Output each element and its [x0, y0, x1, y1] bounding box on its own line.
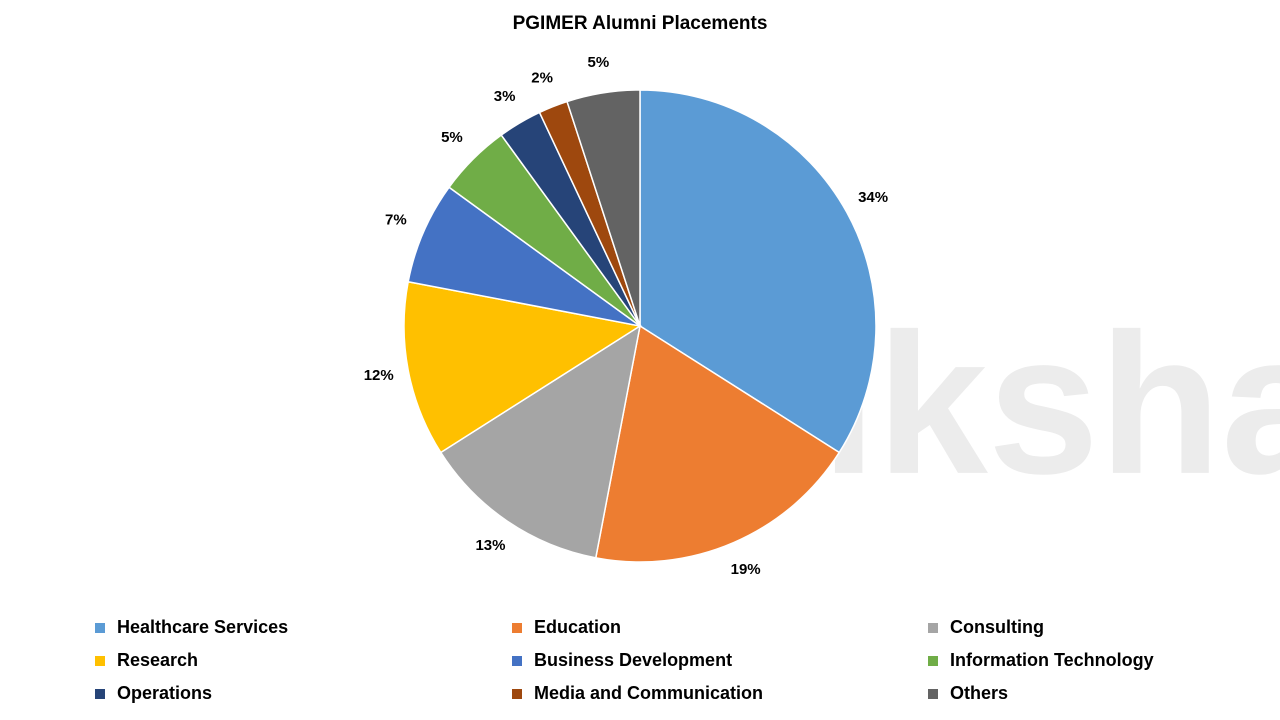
- data-label: 3%: [494, 88, 516, 105]
- pie-slice: [439, 324, 642, 559]
- data-label: 13%: [475, 537, 505, 554]
- pie-slice: [594, 324, 841, 563]
- legend-label: Education: [534, 617, 621, 637]
- legend-label: Business Development: [534, 650, 732, 670]
- data-label: 34%: [858, 189, 888, 206]
- data-label: 7%: [385, 211, 407, 228]
- legend-label: Consulting: [950, 617, 1044, 637]
- legend-label: Others: [950, 683, 1008, 703]
- legend-label: Information Technology: [950, 650, 1154, 670]
- legend-label: Media and Communication: [534, 683, 763, 703]
- legend-label: Healthcare Services: [117, 617, 288, 637]
- legend-swatch: [512, 623, 522, 633]
- legend-swatch: [928, 689, 938, 699]
- data-label: 19%: [731, 561, 761, 578]
- pie-slice: [403, 280, 643, 454]
- chart-title: PGIMER Alumni Placements: [513, 13, 768, 34]
- legend-swatch: [928, 656, 938, 666]
- pie-slice: [639, 89, 877, 454]
- legend-swatch: [928, 623, 938, 633]
- pie-slice: [566, 89, 641, 327]
- legend-label: Operations: [117, 683, 212, 703]
- data-label: 2%: [531, 70, 553, 87]
- data-label: 12%: [364, 367, 394, 384]
- data-label: 5%: [441, 129, 463, 146]
- pie-slice: [407, 186, 641, 327]
- legend-swatch: [512, 689, 522, 699]
- legend-swatch: [95, 656, 105, 666]
- legend-swatch: [95, 623, 105, 633]
- legend-swatch: [512, 656, 522, 666]
- legend-label: Research: [117, 650, 198, 670]
- data-label: 5%: [588, 54, 610, 71]
- legend-swatch: [95, 689, 105, 699]
